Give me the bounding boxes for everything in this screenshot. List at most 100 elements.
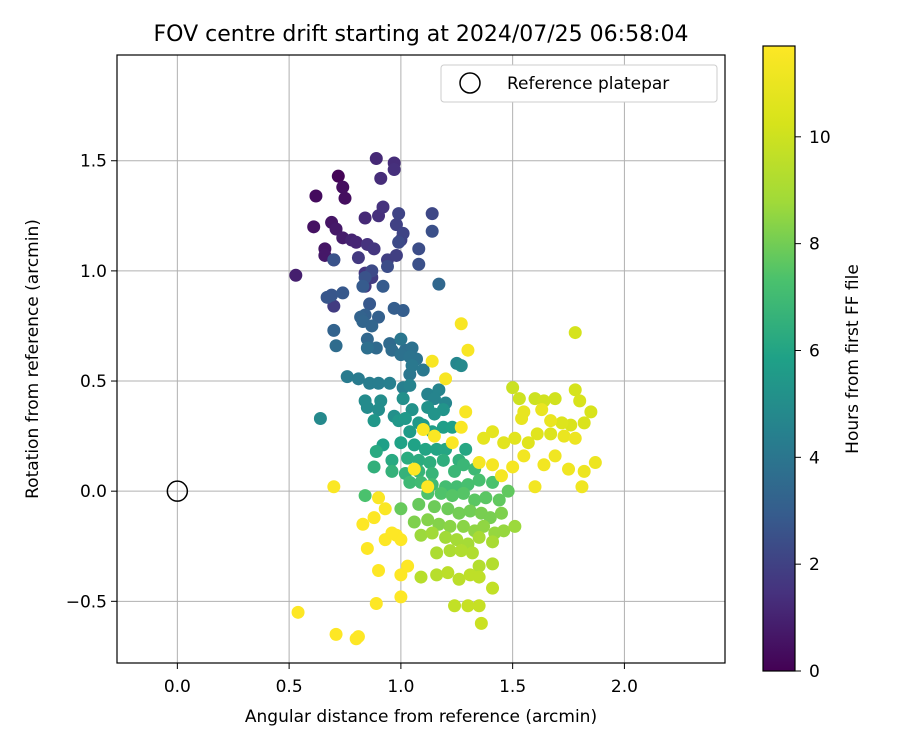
- colorbar-tick-label: 0: [809, 662, 820, 682]
- x-tick-label: 1.0: [387, 677, 414, 697]
- colorbar-gradient: [762, 45, 796, 672]
- data-point: [394, 568, 408, 582]
- data-point: [307, 220, 321, 234]
- data-point: [394, 332, 408, 346]
- data-point: [367, 460, 381, 474]
- x-axis-label: Angular distance from reference (arcmin): [245, 707, 597, 727]
- data-point: [544, 427, 558, 441]
- data-point: [452, 572, 466, 586]
- data-point: [407, 462, 421, 476]
- data-point: [407, 515, 421, 529]
- data-point: [443, 544, 457, 558]
- data-point: [445, 436, 459, 450]
- data-point: [349, 235, 363, 249]
- data-point: [441, 566, 455, 580]
- data-point: [530, 427, 544, 441]
- data-point: [454, 544, 468, 558]
- data-point: [405, 403, 419, 417]
- data-point: [365, 319, 379, 333]
- data-point: [367, 511, 381, 525]
- data-point: [336, 180, 350, 194]
- data-point: [468, 493, 482, 507]
- data-point: [372, 310, 386, 324]
- data-point: [427, 429, 441, 443]
- data-point: [394, 590, 408, 604]
- data-point: [367, 414, 381, 428]
- colorbar-label: Hours from first FF file: [843, 264, 863, 454]
- data-point: [372, 403, 386, 417]
- colorbar-tick-label: 10: [809, 128, 831, 148]
- data-point: [508, 431, 522, 445]
- data-point: [425, 354, 439, 368]
- data-point: [360, 341, 374, 355]
- data-point: [535, 403, 549, 417]
- legend: Reference platepar: [440, 64, 718, 103]
- data-point: [544, 414, 558, 428]
- data-point: [517, 405, 531, 419]
- y-tick-label: 1.0: [80, 262, 107, 282]
- data-point: [401, 559, 415, 573]
- data-point: [385, 464, 399, 478]
- reference-marker-layer: [166, 480, 189, 502]
- data-point: [506, 460, 520, 474]
- data-point: [528, 480, 542, 494]
- reference-platepar-marker: [166, 480, 189, 502]
- data-point: [401, 451, 415, 465]
- data-point: [416, 422, 430, 436]
- data-point: [472, 570, 486, 584]
- data-point: [472, 456, 486, 470]
- data-point: [517, 449, 531, 463]
- data-point: [461, 343, 475, 357]
- data-point: [436, 453, 450, 467]
- data-point: [394, 436, 408, 450]
- data-point: [351, 630, 365, 644]
- data-point: [329, 222, 343, 236]
- data-point: [486, 535, 500, 549]
- data-point: [577, 464, 591, 478]
- colorbar-tick-label: 2: [809, 555, 820, 575]
- data-point: [483, 511, 497, 525]
- data-point: [338, 191, 352, 205]
- data-point: [405, 359, 419, 373]
- data-point: [506, 381, 520, 395]
- data-point: [486, 557, 500, 571]
- y-tick-label: −0.5: [66, 592, 107, 612]
- data-point: [434, 486, 448, 500]
- data-point: [492, 493, 506, 507]
- data-point: [403, 475, 417, 489]
- data-point: [327, 323, 341, 337]
- data-point: [562, 462, 576, 476]
- data-point: [423, 456, 437, 470]
- data-point: [436, 403, 450, 417]
- data-point: [358, 211, 372, 225]
- x-tick-label: 0.5: [276, 677, 303, 697]
- data-point: [360, 541, 374, 555]
- data-point: [588, 456, 602, 470]
- data-point: [396, 392, 410, 406]
- data-point: [421, 513, 435, 527]
- data-point: [456, 519, 470, 533]
- colorbar-ticks: 0 2 4 6 8 10: [795, 128, 831, 682]
- chart-title: FOV centre drift starting at 2024/07/25 …: [154, 22, 689, 47]
- data-points: [289, 152, 602, 646]
- data-point: [291, 605, 305, 619]
- data-point: [537, 458, 551, 472]
- data-point: [445, 489, 459, 503]
- data-point: [376, 200, 390, 214]
- data-point: [432, 517, 446, 531]
- data-point: [436, 420, 450, 434]
- data-point: [472, 473, 486, 487]
- data-point: [380, 259, 394, 273]
- data-point: [474, 616, 488, 630]
- legend-entry-reference-platepar: Reference platepar: [507, 74, 669, 94]
- data-point: [486, 475, 500, 489]
- data-point: [472, 559, 486, 573]
- y-axis-ticks: −0.5 0.0 0.5 1.0 1.5: [66, 152, 117, 612]
- data-point: [555, 416, 569, 430]
- data-point: [486, 581, 500, 595]
- data-point: [472, 599, 486, 613]
- data-point: [425, 467, 439, 481]
- data-point: [331, 169, 345, 183]
